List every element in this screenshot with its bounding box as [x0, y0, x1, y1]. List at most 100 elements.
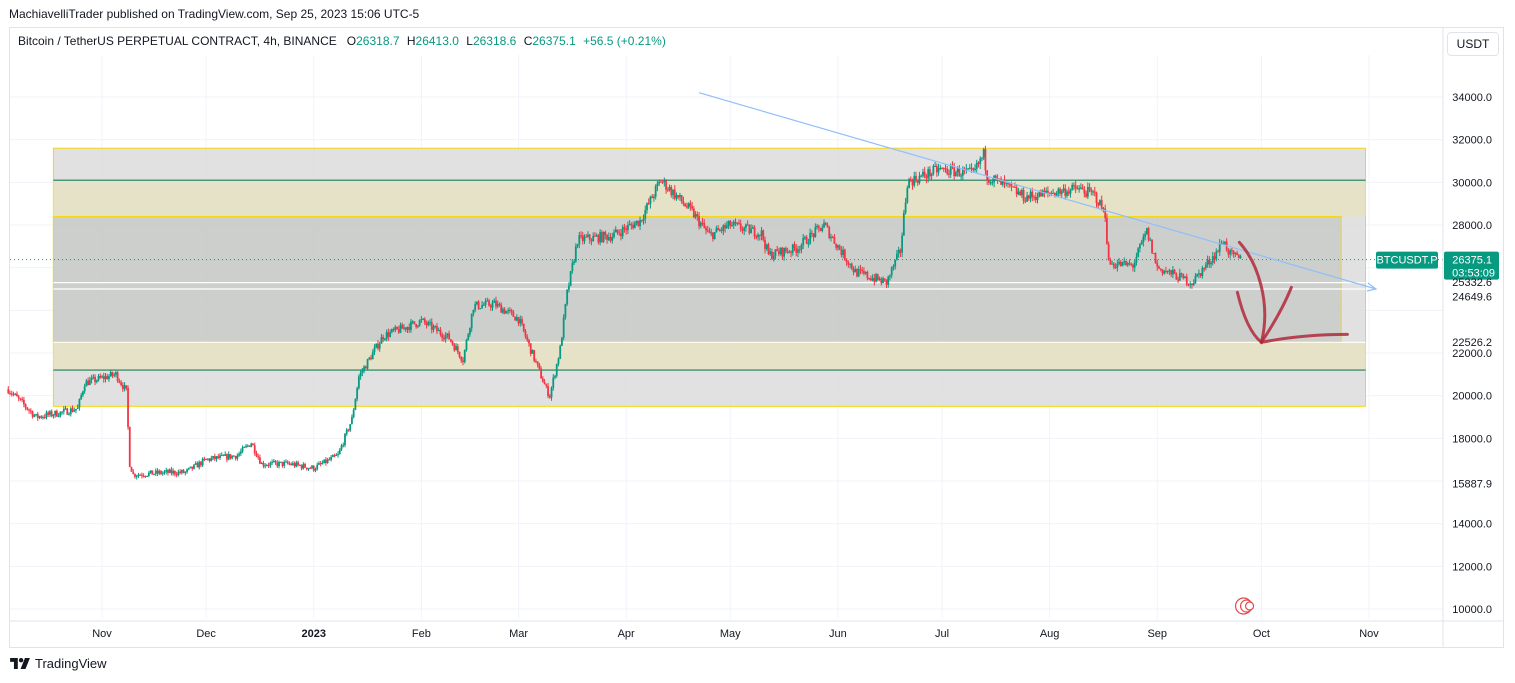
candle-body: [50, 411, 53, 417]
candle-body: [1215, 251, 1218, 260]
candle-body: [158, 471, 161, 474]
candle-body: [472, 309, 475, 314]
candle-body: [363, 366, 365, 371]
candle-body: [982, 149, 985, 158]
candle-body: [594, 235, 596, 237]
candle-body: [474, 304, 477, 310]
candle-body: [1111, 263, 1114, 265]
candle-body: [746, 224, 749, 226]
candle-body: [62, 409, 65, 412]
candle-body: [854, 268, 857, 273]
candle-body: [757, 234, 759, 238]
candle-body: [208, 458, 211, 461]
candle-body: [109, 372, 112, 377]
candle-body: [753, 227, 756, 237]
x-tick-label: Jun: [829, 628, 847, 640]
candle-body: [1175, 273, 1178, 280]
candle-body: [800, 244, 803, 250]
candle-body: [1014, 186, 1016, 188]
candle-body: [958, 168, 961, 177]
candle-body: [861, 269, 864, 271]
candle-body: [826, 224, 829, 227]
currency-button[interactable]: USDT: [1447, 32, 1499, 56]
candle-body: [88, 379, 91, 386]
candle-body: [600, 232, 603, 242]
candle-body: [1151, 239, 1153, 254]
candle-body: [720, 229, 723, 231]
candle-body: [666, 189, 669, 191]
candle-body: [24, 404, 27, 408]
candle-body: [184, 471, 187, 473]
candle-body: [456, 346, 459, 352]
candle-body: [226, 454, 228, 460]
candle-body: [710, 232, 713, 234]
candle-body: [649, 196, 652, 204]
candle-body: [1192, 282, 1195, 286]
candle-body: [283, 461, 286, 466]
candle-body: [1026, 195, 1028, 202]
last-price-tag: [1444, 251, 1499, 280]
candle-body: [505, 311, 508, 314]
candle-body: [1168, 270, 1171, 272]
candle-body: [392, 329, 395, 331]
candle-body: [406, 327, 409, 330]
candle-body: [986, 170, 989, 181]
candle-body: [1180, 273, 1183, 275]
candle-body: [1085, 193, 1087, 197]
candle-body: [607, 237, 610, 240]
candle-body: [857, 269, 860, 277]
candle-body: [1198, 273, 1200, 275]
candle-body: [1218, 243, 1221, 252]
y-tick-label: 18000.0: [1452, 433, 1492, 445]
candle-body: [448, 333, 451, 340]
candle-body: [1106, 218, 1108, 244]
candle-body: [340, 445, 343, 450]
candle-body: [1092, 191, 1094, 193]
candle-body: [659, 181, 662, 183]
lower-demand-band: [53, 342, 1366, 371]
candle-body: [130, 466, 133, 472]
candle-body: [725, 225, 728, 229]
candle-body: [904, 202, 907, 213]
candle-body: [1119, 261, 1122, 266]
candle-body: [578, 235, 581, 245]
candle-body: [1173, 269, 1176, 274]
candle-body: [36, 414, 39, 418]
candle-body: [1029, 191, 1032, 199]
candle-body: [656, 183, 659, 187]
candle-body: [371, 352, 374, 360]
candle-body: [705, 227, 707, 231]
candle-body: [639, 220, 641, 226]
candle-body: [557, 358, 560, 365]
candle-body: [677, 195, 680, 198]
candle-body: [125, 385, 128, 388]
candle-body: [68, 414, 70, 416]
candle-body: [1109, 260, 1112, 265]
candle-body: [956, 168, 959, 173]
candle-body: [833, 237, 836, 244]
candle-body: [213, 456, 216, 460]
candle-body: [429, 322, 431, 324]
candle-body: [863, 270, 865, 274]
candle-body: [922, 171, 924, 176]
candle-body: [632, 225, 634, 229]
candle-body: [526, 336, 529, 341]
candle-body: [960, 175, 963, 177]
candle-body: [1132, 264, 1134, 268]
candle-body: [788, 251, 791, 253]
candle-body: [462, 360, 464, 363]
candle-body: [835, 243, 838, 248]
candle-body: [913, 175, 916, 186]
candle-body: [231, 455, 234, 459]
candle-body: [316, 464, 319, 470]
candle-body: [873, 278, 876, 282]
candle-body: [16, 393, 18, 397]
legend-close-label: C: [523, 34, 533, 48]
candle-body: [364, 366, 367, 369]
candle-body: [882, 278, 884, 284]
candle-body: [203, 458, 206, 460]
candle-body: [102, 376, 105, 380]
candle-body: [1090, 189, 1093, 192]
candle-body: [40, 416, 43, 418]
